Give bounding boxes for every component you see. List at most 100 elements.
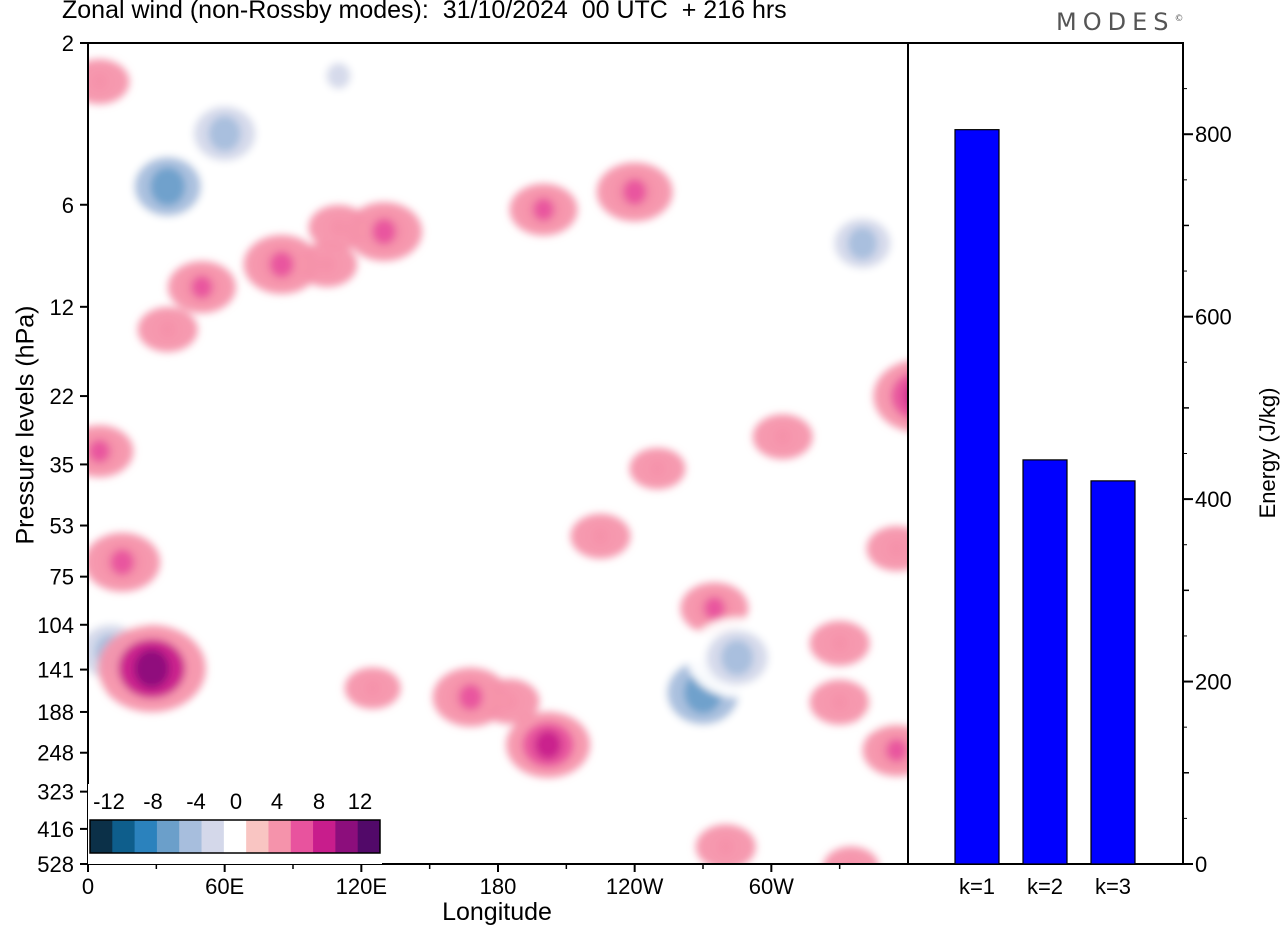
- y-tick-label: 323: [37, 780, 74, 805]
- energy-tick-label: 400: [1195, 487, 1232, 512]
- energy-tick-label: 0: [1195, 852, 1207, 877]
- wind-feature-core: [591, 526, 610, 547]
- wind-feature-core: [534, 379, 553, 400]
- bar-category-label: k=3: [1095, 874, 1131, 899]
- colorbar-label: 8: [313, 789, 325, 814]
- energy-bar-k=3: [1090, 480, 1136, 865]
- energy-bars: k=1 k=2 k=3 0 200 400 600 800: [907, 42, 1232, 899]
- wind-feature-halo: [823, 846, 879, 864]
- wind-feature-core: [158, 319, 177, 340]
- wind-feature-core: [886, 738, 908, 762]
- y-tick-label: 22: [50, 384, 74, 409]
- x-tick-label: 60W: [749, 874, 794, 899]
- modes-logo-text: MODES: [1056, 8, 1175, 36]
- wind-feature-core: [532, 198, 555, 221]
- wind-feature-core: [443, 466, 462, 487]
- wind-feature-core: [830, 692, 849, 713]
- wind-feature-core: [317, 254, 337, 275]
- colorbar-swatch: [268, 820, 292, 853]
- wind-feature-core: [329, 217, 348, 238]
- y-tick-label: 12: [50, 295, 74, 320]
- y-axis-title: Pressure levels (hPa): [11, 305, 40, 545]
- wind-feature-core: [705, 199, 724, 220]
- wind-feature-core: [843, 858, 859, 864]
- wind-field-blobs: [88, 46, 908, 864]
- wind-feature-core: [534, 837, 553, 857]
- colorbar-label: -8: [143, 789, 163, 814]
- modes-logo: MODES©: [1056, 8, 1183, 36]
- wind-field: [88, 46, 908, 864]
- wind-feature-core: [716, 837, 735, 857]
- y-tick-label: 188: [37, 700, 74, 725]
- wind-feature-core: [191, 275, 213, 299]
- wind-feature-core: [326, 62, 351, 89]
- colorbar-swatch: [290, 820, 314, 853]
- bar-category-label: k=1: [959, 874, 995, 899]
- colorbar-label: 0: [230, 789, 242, 814]
- energy-tick-label: 800: [1195, 122, 1232, 147]
- x-tick-label: 120E: [336, 874, 387, 899]
- wind-feature-core: [372, 218, 397, 245]
- y-tick-label: 35: [50, 452, 74, 477]
- colorbar-swatch: [179, 820, 203, 853]
- wind-feature-core: [364, 679, 382, 698]
- modes-logo-mark: ©: [1174, 14, 1184, 24]
- y-tick-label: 75: [50, 565, 74, 590]
- colorbar-swatch: [90, 820, 113, 853]
- y-tick-label: 141: [37, 658, 74, 683]
- wind-feature-halo: [88, 59, 130, 105]
- wind-feature-core: [773, 426, 792, 447]
- wind-feature-core: [626, 303, 644, 322]
- colorbar-swatch: [134, 820, 158, 853]
- y-tick-label: 53: [50, 514, 74, 539]
- colorbar-label: 12: [348, 789, 372, 814]
- y-tick-label: 104: [37, 613, 74, 638]
- colorbar-swatch: [357, 820, 381, 853]
- colorbar-swatch: [246, 820, 269, 853]
- colorbar: -12 -8 -4 0 4 8 12: [88, 784, 382, 864]
- x-tick-label: 180: [480, 874, 517, 899]
- colorbar-swatch: [223, 820, 247, 853]
- energy-axis-title: Energy (J/kg): [1255, 387, 1280, 519]
- wind-feature-core: [703, 596, 725, 620]
- y-tick-label: 6: [62, 193, 74, 218]
- chart-title: Zonal wind (non-Rossby modes): 31/10/202…: [62, 0, 787, 24]
- wind-feature-core: [904, 385, 908, 407]
- colorbar-label: -4: [186, 789, 206, 814]
- y-tick-label: 416: [37, 817, 74, 842]
- wind-feature-core: [720, 639, 754, 676]
- colorbar-swatch: [156, 820, 180, 853]
- wind-feature-core: [887, 538, 906, 559]
- wind-feature-core: [622, 178, 647, 205]
- y-tick-label: 2: [62, 31, 74, 56]
- wind-feature-core: [648, 459, 666, 478]
- wind-feature-core: [762, 237, 781, 257]
- colorbar-swatch: [313, 820, 336, 853]
- colorbar-label: 4: [271, 789, 283, 814]
- colorbar-swatch: [112, 820, 136, 853]
- colorbar-frame: [89, 819, 381, 854]
- wind-feature-core: [110, 549, 135, 576]
- wind-feature-mid: [891, 373, 908, 419]
- wind-feature-halo: [866, 526, 908, 572]
- colorbar-label: -12: [93, 789, 125, 814]
- energy-tick-label: 600: [1195, 305, 1232, 330]
- energy-bar-k=2: [1022, 459, 1068, 865]
- x-tick-label: 120W: [606, 874, 664, 899]
- x-tick-label: 60E: [205, 874, 244, 899]
- wind-feature-core: [150, 167, 186, 206]
- wind-feature-core: [830, 633, 849, 654]
- wind-feature-core: [215, 708, 234, 728]
- colorbar-swatch: [335, 820, 359, 853]
- energy-tick-label: 200: [1195, 670, 1232, 695]
- wind-feature-core: [269, 251, 294, 278]
- y-tick-label: 248: [37, 741, 74, 766]
- wind-feature-core: [208, 115, 241, 152]
- energy-bar-k=1: [954, 129, 1000, 865]
- x-axis-title: Longitude: [442, 898, 552, 926]
- wind-feature-halo: [873, 360, 908, 432]
- wind-feature-core: [88, 439, 110, 463]
- bar-category-label: k=2: [1027, 874, 1063, 899]
- wind-feature-core: [458, 684, 483, 711]
